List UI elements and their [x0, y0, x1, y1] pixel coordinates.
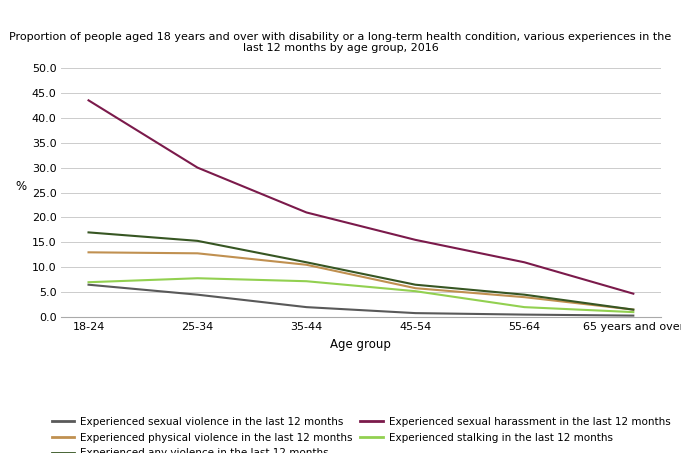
Text: Proportion of people aged 18 years and over with disability or a long-term healt: Proportion of people aged 18 years and o… [10, 32, 671, 53]
X-axis label: Age group: Age group [330, 337, 392, 351]
Legend: Experienced sexual violence in the last 12 months, Experienced physical violence: Experienced sexual violence in the last … [52, 417, 670, 453]
Y-axis label: %: % [15, 179, 26, 193]
